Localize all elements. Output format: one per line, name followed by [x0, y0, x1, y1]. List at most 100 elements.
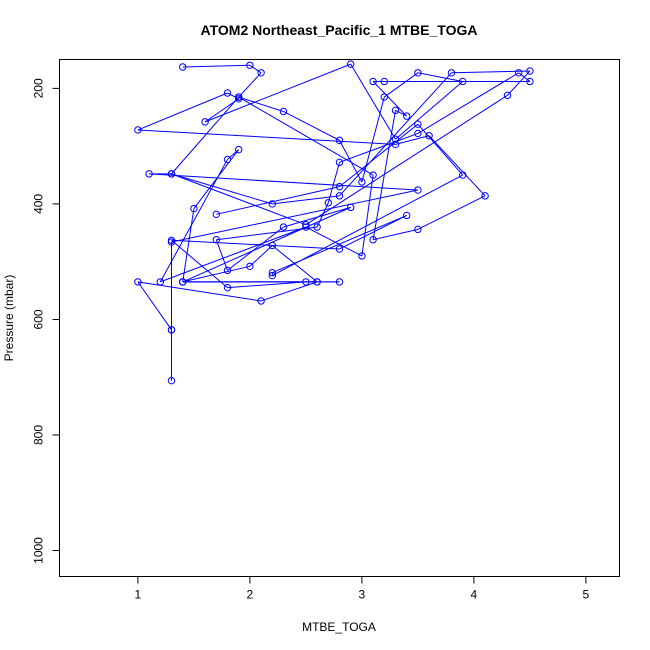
data-point	[414, 120, 422, 128]
data-point	[391, 140, 400, 149]
series-lines	[137, 63, 531, 381]
series-segment	[137, 281, 172, 331]
series-segment	[305, 94, 508, 226]
x-axis-label: MTBE_TOGA	[302, 620, 376, 634]
x-tick-label: 1	[135, 588, 142, 602]
data-point	[481, 192, 489, 200]
data-point	[526, 77, 534, 86]
data-point	[347, 203, 355, 212]
series-segment	[507, 70, 531, 96]
data-point	[335, 136, 344, 145]
series-segment	[171, 173, 307, 226]
data-point	[302, 223, 310, 231]
data-point	[246, 61, 254, 69]
y-axis-label: Pressure (mbar)	[2, 275, 16, 362]
data-point	[268, 268, 276, 277]
chart-title: ATOM2 Northeast_Pacific_1 MTBE_TOGA	[201, 22, 478, 38]
data-point	[167, 170, 176, 178]
series-segment	[171, 239, 228, 289]
data-point	[503, 91, 512, 100]
series-segment	[372, 228, 419, 241]
data-point	[335, 245, 344, 253]
data-point	[515, 69, 523, 77]
data-point	[403, 112, 411, 120]
data-point	[313, 278, 321, 286]
data-point	[279, 107, 288, 116]
data-point	[459, 171, 467, 179]
series-segment	[361, 96, 385, 183]
data-point	[414, 186, 422, 194]
data-point	[369, 236, 377, 244]
series-segment	[372, 81, 408, 117]
series-segment	[171, 173, 273, 205]
data-point	[391, 135, 400, 143]
plot-area	[134, 60, 534, 385]
series-segment	[339, 132, 419, 163]
data-point	[223, 155, 232, 164]
data-point	[179, 278, 187, 286]
data-point	[380, 93, 388, 101]
x-tick-label: 5	[583, 588, 590, 602]
series-segment	[451, 70, 530, 74]
x-tick-label: 3	[359, 588, 366, 602]
series-segment	[149, 173, 418, 191]
series-segment	[227, 226, 284, 271]
series-segment	[272, 195, 340, 205]
y-tick-label: 800	[32, 425, 46, 445]
series-segment	[395, 135, 430, 145]
series-segment	[384, 72, 419, 98]
data-point	[335, 278, 344, 286]
series-segment	[339, 123, 419, 187]
series-segment	[171, 239, 340, 250]
data-point	[391, 106, 400, 115]
series-segment	[395, 109, 407, 117]
data-point	[459, 77, 467, 86]
data-point	[179, 63, 187, 71]
y-tick-label: 200	[32, 78, 46, 98]
data-point	[369, 171, 377, 179]
data-point	[235, 145, 243, 154]
data-point	[358, 178, 366, 186]
y-axis: 200 400 600 800 1000	[32, 78, 60, 564]
data-point	[447, 69, 456, 77]
data-point	[223, 266, 232, 275]
data-point	[358, 252, 366, 260]
series-segment	[171, 189, 419, 243]
series-segment	[193, 149, 240, 209]
data-point	[380, 77, 388, 86]
series-segment	[272, 215, 407, 274]
series-segment	[171, 96, 240, 175]
data-point	[268, 271, 276, 280]
data-point	[414, 129, 422, 138]
series-segment	[395, 81, 464, 140]
series-segment	[249, 64, 262, 74]
series-segment	[339, 215, 407, 250]
series-segment	[417, 72, 519, 134]
series-segment	[361, 174, 374, 256]
data-point	[257, 69, 265, 77]
data-point	[414, 225, 422, 234]
series-segment	[417, 72, 463, 82]
series-segment	[204, 63, 351, 123]
data-point	[335, 182, 344, 191]
data-point	[212, 210, 221, 219]
data-point	[246, 262, 254, 270]
data-point	[347, 60, 355, 68]
data-point	[279, 223, 288, 231]
y-tick-label: 1000	[32, 537, 46, 564]
data-point	[268, 200, 276, 208]
series-segment	[216, 186, 340, 215]
series-segment	[182, 206, 351, 283]
data-point	[212, 236, 221, 244]
data-point	[145, 170, 153, 178]
data-point	[369, 77, 377, 86]
data-point	[134, 126, 142, 134]
data-point	[167, 376, 176, 385]
series-segment	[249, 245, 273, 267]
data-point	[425, 132, 433, 140]
series-segment	[417, 123, 464, 176]
series-segment	[305, 226, 363, 257]
series-segment	[204, 98, 239, 123]
data-point	[302, 221, 310, 229]
